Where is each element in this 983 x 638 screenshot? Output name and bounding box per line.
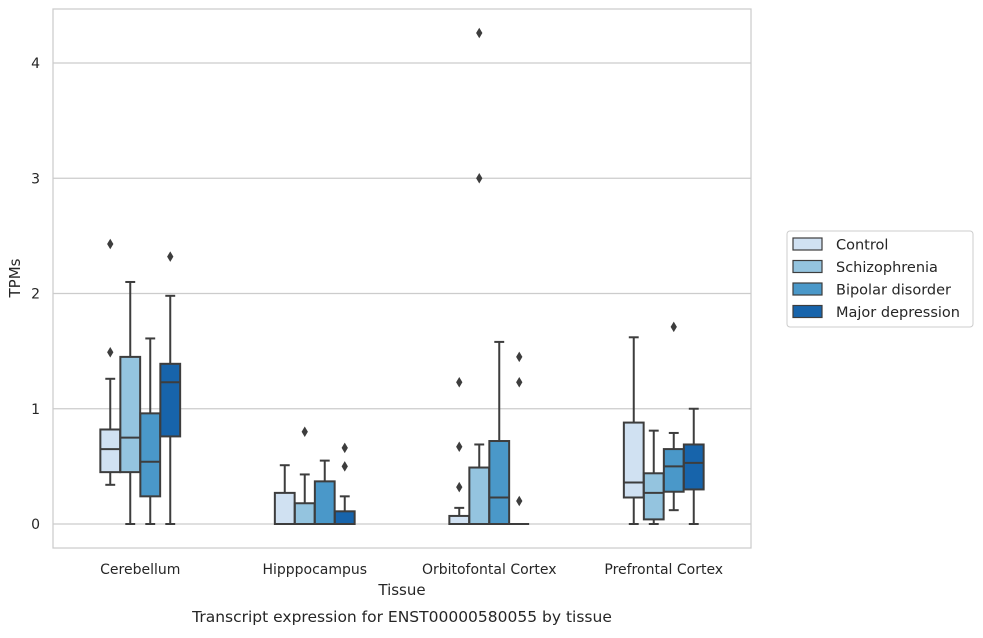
outlier-point (167, 251, 174, 262)
iqr-box (642, 472, 665, 521)
legend-frame (786, 230, 974, 328)
box-control (273, 464, 296, 526)
iqr-box (662, 448, 685, 493)
iqr-box (293, 502, 316, 526)
y-tick-label: 0 (31, 517, 40, 533)
legend-label: Control (836, 238, 888, 254)
legend-label: Schizophrenia (836, 260, 938, 276)
legend-item-control: Control (792, 237, 888, 254)
iqr-box (448, 514, 471, 525)
y-axis-label: TPMs (6, 258, 24, 298)
iqr-box (273, 491, 296, 526)
x-axis-label: Tissue (377, 581, 425, 599)
x-tick-label: Prefrontal Cortex (604, 562, 723, 578)
outlier-point (476, 27, 483, 39)
box-groups (99, 27, 705, 526)
box-schizophrenia (293, 426, 316, 526)
y-tick-label: 1 (31, 402, 40, 418)
legend-swatch (792, 304, 823, 319)
chart-title: Transcript expression for ENST0000058005… (191, 608, 612, 626)
x-tick-labels: Cerebellum Hipppocampus Orbitofontal Corte… (100, 562, 723, 578)
iqr-box (119, 355, 142, 474)
iqr-box (99, 428, 122, 474)
legend-item-schizophrenia: Schizophrenia (792, 259, 938, 276)
y-tick-label: 2 (31, 287, 40, 303)
box-major-depression (333, 442, 356, 526)
box-bipolar-disorder (488, 340, 511, 525)
outlier-point (456, 441, 463, 453)
y-tick-label: 4 (31, 56, 40, 72)
outlier-point (670, 321, 677, 333)
legend-label: Bipolar disorder (836, 283, 951, 299)
box-bipolar-disorder (313, 459, 336, 526)
iqr-box (622, 421, 645, 499)
x-tick-label: Hipppocampus (262, 562, 367, 578)
iqr-box (468, 466, 491, 525)
legend: Control Schizophrenia Bipolar disorder Majo… (786, 230, 974, 328)
iqr-box (682, 443, 705, 491)
box-schizophrenia (642, 429, 665, 525)
box-major-depression (509, 351, 530, 525)
legend-swatch (792, 237, 823, 251)
box-control (622, 336, 645, 525)
outlier-point (301, 426, 308, 438)
box-schizophrenia (119, 280, 142, 525)
box-major-depression (682, 407, 705, 525)
outlier-point (456, 481, 463, 493)
outlier-point (516, 495, 523, 507)
iqr-box (313, 480, 336, 526)
x-tick-label: Orbitofontal Cortex (422, 562, 557, 578)
outlier-point (476, 173, 483, 184)
box-schizophrenia (468, 27, 491, 525)
outlier-point (456, 376, 463, 388)
outlier-point (341, 442, 348, 454)
plot-frame (52, 8, 752, 549)
y-tick-labels: 0 1 2 3 4 (31, 56, 40, 533)
iqr-box (488, 440, 511, 525)
iqr-box (159, 362, 182, 438)
legend-label: Major depression (836, 305, 960, 321)
box-group-cerebellum (99, 238, 182, 525)
legend-item-major-depression: Major depression (792, 304, 960, 321)
x-tick-label: Cerebellum (100, 562, 180, 578)
outlier-point (107, 347, 114, 358)
y-tick-label: 3 (31, 171, 40, 187)
box-group-prefrontal-cortex (622, 321, 705, 525)
outlier-point (107, 238, 114, 250)
outlier-point (341, 461, 348, 472)
iqr-box (333, 510, 356, 526)
box-bipolar-disorder (139, 337, 162, 525)
legend-item-bipolar-disorder: Bipolar disorder (792, 282, 951, 299)
outlier-point (516, 376, 523, 388)
box-major-depression (159, 251, 182, 525)
iqr-box (139, 412, 162, 498)
box-group-hipppocampus (273, 426, 356, 526)
legend-swatch (792, 282, 823, 296)
box-group-orbitofontal-cortex (448, 27, 530, 525)
legend-swatch (792, 259, 823, 274)
outlier-point (516, 351, 523, 363)
box-control (99, 238, 122, 486)
